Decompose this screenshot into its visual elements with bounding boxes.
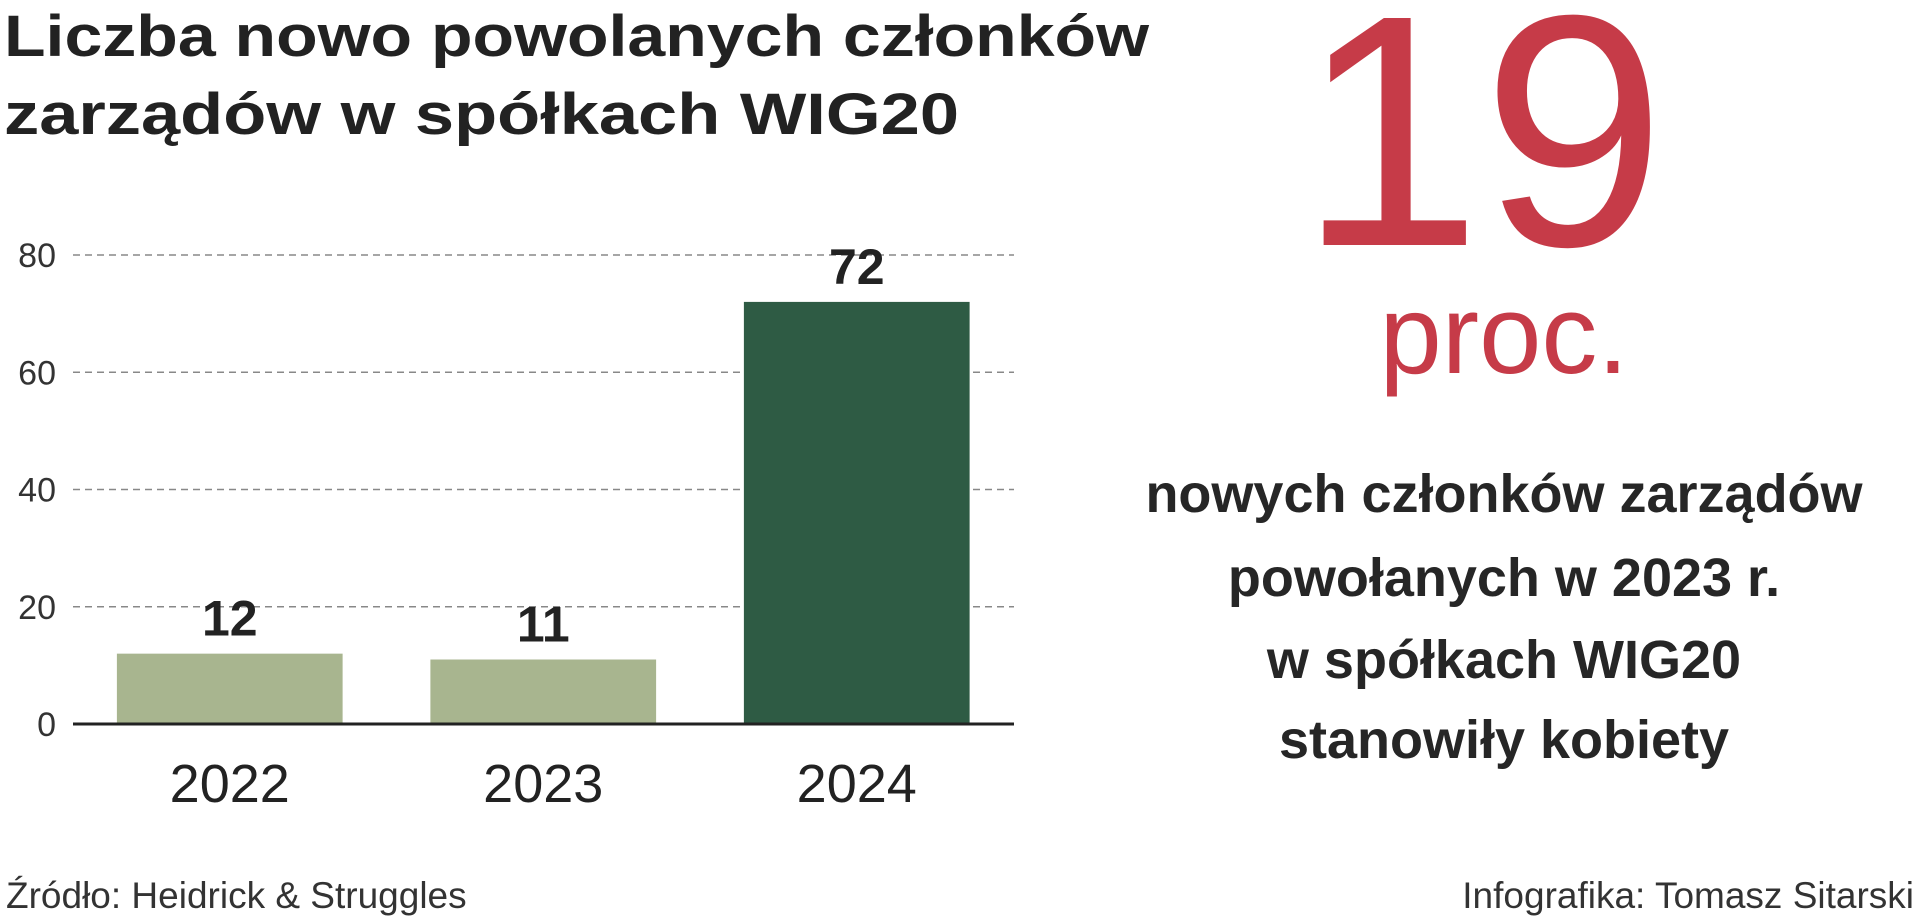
x-tick-label: 2022 — [170, 754, 290, 814]
y-tick-label: 0 — [37, 706, 56, 744]
y-tick-label: 80 — [18, 237, 56, 275]
y-tick-label: 40 — [18, 472, 56, 510]
y-tick-label: 20 — [18, 589, 56, 627]
callout-value: 19 — [1298, 0, 1665, 315]
value-label: 12 — [202, 591, 258, 647]
chart-title: zarządów w spółkach WIG20 — [4, 82, 959, 147]
value-label: 72 — [829, 239, 885, 295]
bar — [116, 653, 343, 724]
source: Źródło: Heidrick & Struggles — [6, 875, 467, 916]
bar — [430, 659, 657, 724]
y-tick-label: 60 — [18, 354, 56, 392]
chart-title: Liczba nowo powolanych członków — [4, 4, 1150, 69]
x-tick-label: 2024 — [797, 754, 917, 814]
callout-text: powołanych w 2023 r. — [1228, 548, 1780, 608]
callout-text: w spółkach WIG20 — [1266, 630, 1741, 690]
x-tick-label: 2023 — [483, 754, 603, 814]
callout-unit: proc. — [1380, 272, 1629, 397]
credit: Infografika: Tomasz Sitarski — [1462, 875, 1914, 916]
value-label: 11 — [517, 597, 570, 653]
callout-text: nowych członków zarządów — [1145, 464, 1863, 524]
bar — [743, 301, 970, 724]
callout-text: stanowiły kobiety — [1279, 710, 1729, 770]
